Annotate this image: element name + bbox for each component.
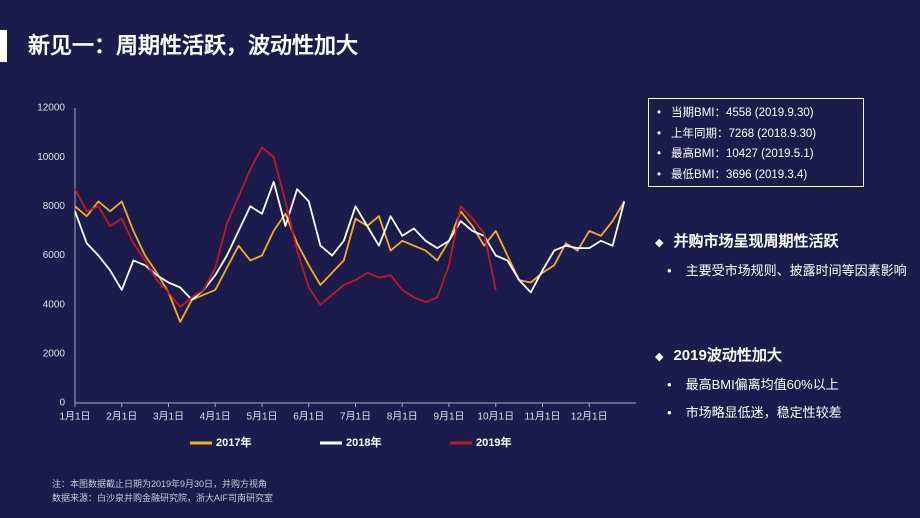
- x-tick-label: 1月1日: [59, 411, 90, 423]
- x-tick-label: 11月1日: [525, 411, 561, 423]
- slide-title: 新见一：周期性活跃，波动性加大: [28, 33, 358, 58]
- footnote: 注：本图数据截止日期为2019年9月30日，并购方视角: [52, 479, 268, 489]
- x-tick-label: 6月1日: [293, 411, 324, 423]
- y-tick-label: 2000: [43, 348, 66, 359]
- x-tick-label: 8月1日: [387, 411, 418, 423]
- section: 并购市场呈现周期性活跃主要受市场规则、披露时间等因素影响: [655, 230, 915, 283]
- series-line: [74, 180, 626, 301]
- section-heading: 并购市场呈现周期性活跃: [655, 230, 915, 251]
- x-tick-label: 4月1日: [200, 411, 231, 423]
- info-box: 当期BMI：4558 (2019.9.30)上年同期：7268 (2018.9.…: [648, 98, 864, 187]
- series-line: [74, 200, 626, 323]
- section-heading: 2019波动性加大: [655, 344, 915, 365]
- bullet: 主要受市场规则、披露时间等因素影响: [667, 259, 915, 283]
- bullet: 市场略显低迷，稳定性较差: [667, 401, 915, 425]
- section: 2019波动性加大最高BMI偏离均值60%以上市场略显低迷，稳定性较差: [655, 344, 915, 425]
- legend-label: 2018年: [346, 435, 381, 449]
- info-item: 当期BMI：4558 (2019.9.30): [657, 103, 855, 124]
- footnote: 数据来源：白沙泉并购金融研究院，浙大AIF司南研究室: [52, 493, 274, 503]
- x-tick-label: 5月1日: [246, 411, 277, 423]
- y-tick-label: 4000: [43, 299, 66, 310]
- x-tick-label: 2月1日: [106, 411, 137, 423]
- series-line: [74, 146, 497, 308]
- legend-label: 2019年: [476, 435, 511, 449]
- bullet: 最高BMI偏离均值60%以上: [667, 373, 915, 397]
- x-tick-label: 3月1日: [153, 411, 184, 423]
- x-tick-label: 7月1日: [340, 411, 371, 423]
- x-tick-label: 9月1日: [433, 411, 464, 423]
- y-tick-label: 12000: [37, 103, 65, 114]
- x-tick-label: 10月1日: [477, 411, 514, 423]
- info-item: 上年同期：7268 (2018.9.30): [657, 124, 855, 145]
- title-bar: [0, 30, 7, 62]
- y-tick-label: 10000: [37, 152, 65, 163]
- y-tick-label: 0: [59, 398, 65, 409]
- x-tick-label: 12月1日: [571, 411, 608, 423]
- legend-label: 2017年: [216, 435, 251, 449]
- y-tick-label: 8000: [43, 201, 66, 212]
- y-tick-label: 6000: [43, 250, 66, 261]
- footnotes: 注：本图数据截止日期为2019年9月30日，并购方视角 数据来源：白沙泉并购金融研…: [52, 477, 273, 505]
- info-item: 最高BMI：10427 (2019.5.1): [657, 144, 855, 165]
- info-item: 最低BMI：3696 (2019.3.4): [657, 165, 855, 186]
